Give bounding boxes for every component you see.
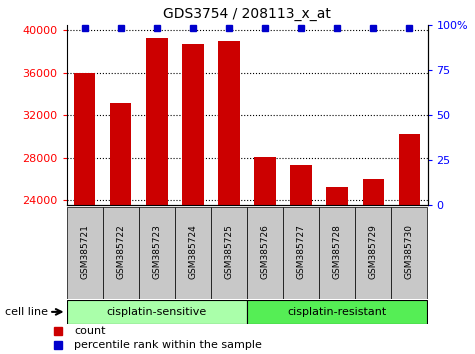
Bar (110, 103, 132, 354)
Text: GSM385725: GSM385725 (225, 224, 233, 279)
Bar (175, 207, 211, 299)
Text: percentile rank within the sample: percentile rank within the sample (74, 340, 262, 350)
Text: GSM385730: GSM385730 (405, 224, 414, 279)
Text: GSM385728: GSM385728 (333, 224, 342, 279)
Bar (218, 41, 240, 354)
Bar (290, 165, 312, 354)
Bar (254, 157, 276, 354)
Text: GSM385722: GSM385722 (116, 224, 125, 279)
Bar (247, 207, 283, 299)
Text: GSM385726: GSM385726 (261, 224, 269, 279)
Bar (319, 207, 355, 299)
Bar (247, 300, 428, 324)
Bar (211, 207, 247, 299)
Bar (66, 300, 247, 324)
Text: count: count (74, 326, 106, 336)
Bar (283, 207, 319, 299)
Bar (146, 38, 168, 354)
Text: cell line: cell line (5, 307, 48, 317)
Text: GSM385724: GSM385724 (189, 224, 197, 279)
Bar (362, 179, 384, 354)
Bar (74, 73, 95, 354)
Bar (103, 207, 139, 299)
Text: GSM385727: GSM385727 (297, 224, 305, 279)
Bar (355, 207, 391, 299)
Text: GSM385721: GSM385721 (80, 224, 89, 279)
Text: GSM385729: GSM385729 (369, 224, 378, 279)
Bar (139, 207, 175, 299)
Bar (66, 207, 103, 299)
Bar (399, 134, 420, 354)
Text: GSM385723: GSM385723 (152, 224, 161, 279)
Bar (182, 44, 204, 354)
Bar (326, 187, 348, 354)
Title: GDS3754 / 208113_x_at: GDS3754 / 208113_x_at (163, 7, 331, 21)
Text: cisplatin-resistant: cisplatin-resistant (288, 307, 387, 317)
Text: cisplatin-sensitive: cisplatin-sensitive (106, 307, 207, 317)
Bar (391, 207, 428, 299)
